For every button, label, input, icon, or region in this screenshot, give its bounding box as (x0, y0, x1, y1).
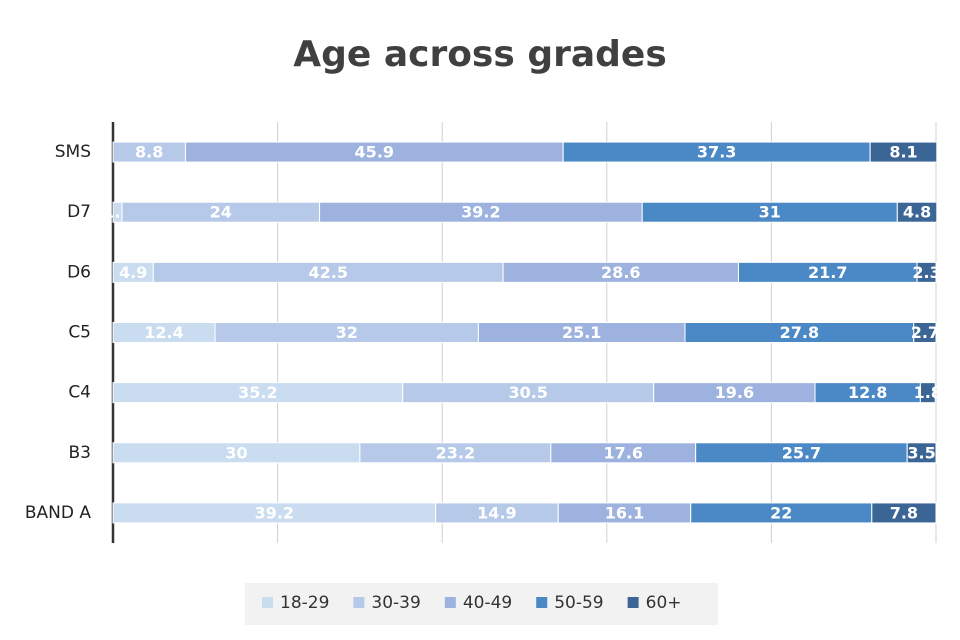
value-label: 4.9 (119, 263, 147, 282)
legend-swatch (353, 597, 365, 608)
value-label: 23.2 (436, 443, 475, 462)
value-label: 25.1 (562, 323, 601, 342)
bar-segment (896, 201, 938, 223)
legend-swatch (536, 597, 548, 608)
y-tick-label: SMS (55, 142, 91, 162)
value-label: 39.2 (255, 503, 294, 522)
legend-label: 60+ (646, 593, 682, 613)
legend-label: 50-59 (554, 593, 603, 613)
bar-segment (906, 442, 937, 464)
value-label: 31 (759, 203, 781, 222)
value-label: 19.6 (715, 383, 754, 402)
value-label: 16.1 (605, 503, 644, 522)
bar-segment (913, 322, 937, 343)
bar-segment (869, 141, 938, 163)
bar-segment (871, 502, 937, 524)
value-label: 30 (225, 443, 247, 462)
y-tick-label: C4 (68, 383, 91, 403)
value-label: 22 (770, 503, 792, 522)
y-tick-label: B3 (69, 443, 91, 463)
value-label: 8.8 (135, 143, 163, 162)
legend-label: 40-49 (463, 593, 512, 613)
value-label: 25.7 (782, 443, 821, 462)
value-label: 7.8 (890, 503, 918, 522)
y-tick-label: D7 (67, 202, 91, 222)
value-label: 32 (336, 323, 358, 342)
chart-title: Age across grades (293, 34, 667, 75)
value-label: 3.5 (907, 443, 935, 462)
legend-swatch (262, 597, 273, 608)
y-tick-label: BAND A (25, 503, 92, 523)
value-label: 39.2 (461, 203, 500, 222)
legend-swatch (444, 597, 456, 608)
value-label: 21.7 (808, 263, 847, 282)
value-label: 35.2 (238, 383, 277, 402)
value-label: 27.8 (780, 323, 819, 342)
value-label: 28.6 (601, 263, 640, 282)
y-tick-label: C5 (68, 323, 91, 343)
value-label: 4.8 (903, 203, 931, 222)
y-tick-label: D6 (67, 262, 91, 282)
value-label: 45.9 (355, 143, 394, 162)
legend-label: 30-39 (371, 593, 420, 613)
value-label: 30.5 (508, 383, 547, 402)
value-label: 12.4 (144, 323, 183, 342)
bar-segment (919, 382, 936, 404)
bar-segment (916, 261, 937, 283)
value-label: 17.6 (604, 443, 643, 462)
value-label: 2.3 (912, 263, 940, 282)
value-label: 14.9 (477, 503, 516, 522)
legend-swatch (627, 597, 639, 608)
legend-box (245, 583, 718, 625)
value-label: 42.5 (308, 263, 347, 282)
value-label: 24 (210, 203, 232, 222)
value-label: 8.1 (889, 143, 917, 162)
value-label: 1.8 (914, 383, 942, 402)
value-label: 37.3 (697, 143, 736, 162)
value-label: 12.8 (848, 383, 887, 402)
value-label: 2.7 (911, 323, 939, 342)
legend-label: 18-29 (280, 593, 329, 613)
